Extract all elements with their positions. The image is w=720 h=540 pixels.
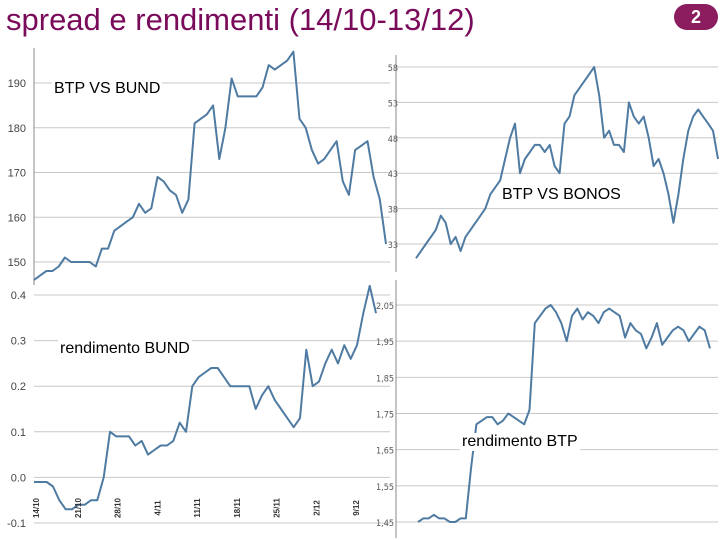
chart-label-btp-bonos: BTP VS BONOS — [500, 186, 623, 204]
y-tick-label: 48 — [388, 135, 398, 145]
x-tick-label: 28/10 — [114, 497, 123, 518]
chart-label-btp-bund: BTP VS BUND — [52, 80, 163, 98]
x-tick-label: 21/10 — [74, 497, 83, 518]
x-tick-label: 2/12 — [312, 500, 321, 516]
series-line — [417, 304, 711, 523]
x-tick-label: 9/12 — [352, 500, 361, 516]
slide-title: spread e rendimenti (14/10-13/12) — [6, 2, 475, 37]
y-tick-label: 0.0 — [11, 472, 26, 484]
slide-number-badge: 2 — [674, 4, 718, 30]
y-tick-label: -0.1 — [7, 518, 26, 530]
y-tick-label: 1,85 — [376, 374, 394, 384]
y-tick-label: 1,55 — [376, 483, 394, 493]
x-tick-label: 4/11 — [153, 500, 162, 516]
y-tick-label: 160 — [8, 212, 26, 224]
chart-label-rendimento-bund: rendimento BUND — [58, 340, 192, 358]
y-tick-label: 0.4 — [11, 290, 26, 302]
y-tick-label: 1,75 — [376, 411, 394, 421]
y-tick-label: 1,95 — [376, 338, 394, 348]
x-tick-label: 25/11 — [273, 498, 282, 518]
x-tick-label: 18/11 — [233, 498, 242, 518]
x-tick-label: 14/10 — [32, 497, 41, 518]
y-tick-label: 43 — [388, 170, 398, 180]
y-tick-label: 0.2 — [11, 381, 26, 393]
y-tick-label: 150 — [8, 257, 26, 269]
y-tick-label: 1,45 — [376, 519, 394, 529]
y-tick-label: 0.3 — [11, 336, 26, 348]
x-tick-label: 11/11 — [193, 498, 202, 518]
series-line — [415, 66, 719, 259]
y-tick-label: 33 — [388, 241, 398, 251]
y-tick-label: 1,65 — [376, 447, 394, 457]
y-tick-label: 53 — [388, 99, 398, 109]
y-tick-label: 190 — [8, 78, 26, 90]
y-tick-label: 170 — [8, 168, 26, 180]
y-tick-label: 180 — [8, 123, 26, 135]
y-tick-label: 58 — [388, 64, 398, 74]
y-tick-label: 0.1 — [11, 427, 26, 439]
y-tick-label: 2,05 — [376, 302, 394, 312]
series-line — [34, 284, 377, 511]
y-tick-label: 38 — [388, 206, 398, 216]
chart-label-rendimento-btp: rendimento BTP — [460, 433, 580, 451]
series-line — [33, 50, 387, 281]
